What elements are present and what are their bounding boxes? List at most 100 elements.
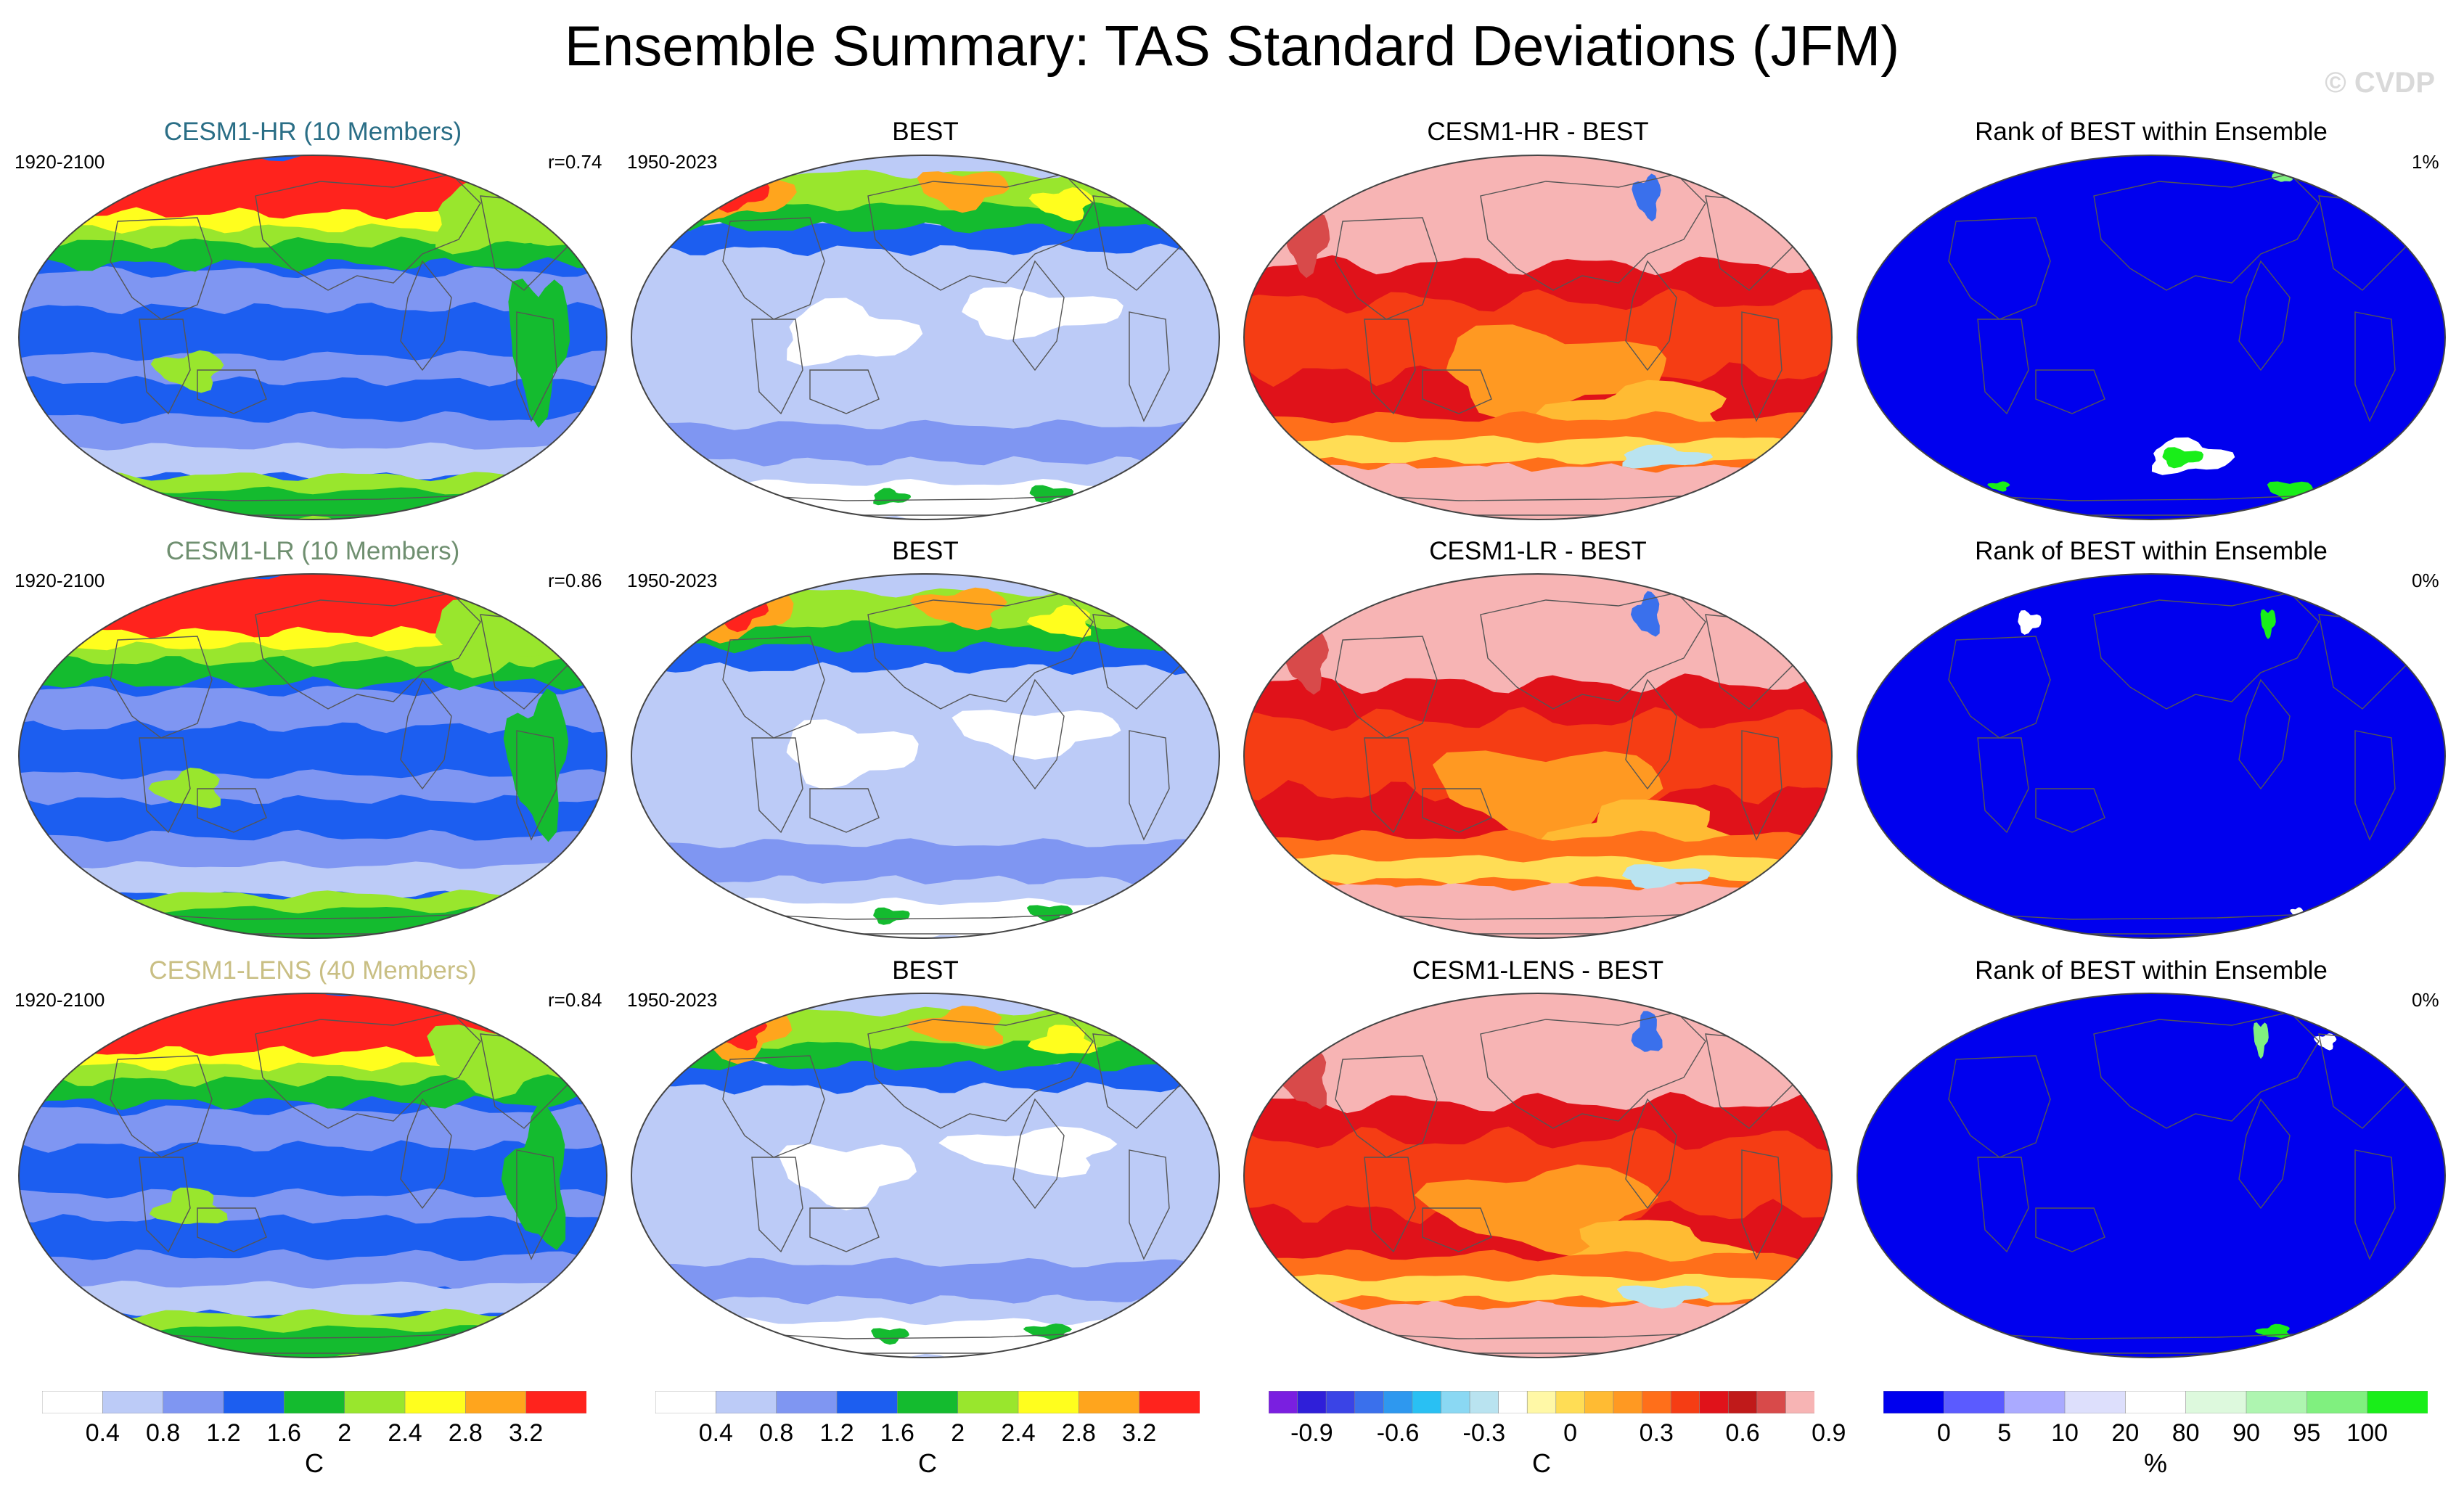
colorbar-tick-label: 0.8 (759, 1419, 794, 1447)
colorbar-tick-label: 0.3 (1639, 1419, 1674, 1447)
colorbar-swatch (1642, 1391, 1671, 1413)
colorbar-tick-label: 1.2 (819, 1419, 854, 1447)
coastline (1948, 217, 2051, 320)
coastline (722, 636, 825, 739)
colorbar-swatch (1297, 1391, 1327, 1413)
colorbar-tick-label: -0.9 (1290, 1419, 1333, 1447)
map-model-1 (17, 155, 608, 520)
colorbar-tick-label: 0 (1563, 1419, 1578, 1447)
coastline (2093, 1011, 2320, 1129)
coastline (1364, 319, 1416, 415)
coastline (1480, 173, 1706, 291)
panel-years-obs-3: 1950-2023 (627, 989, 718, 1011)
coastline (255, 1011, 481, 1129)
colorbar-tick-label: 3.2 (1122, 1419, 1157, 1447)
page-title: Ensemble Summary: TAS Standard Deviation… (564, 14, 1900, 78)
map-diff-3 (1243, 993, 1833, 1358)
map-diff-1 (1243, 155, 1833, 520)
coastline (1422, 369, 1492, 414)
colorbar-swatch (1670, 1391, 1700, 1413)
colorbar-swatch (1883, 1391, 1945, 1413)
colorbar-tick-label: 2.8 (1061, 1419, 1096, 1447)
coastline (255, 173, 481, 291)
colorbar-swatch (2307, 1391, 2368, 1413)
map-outline (1856, 573, 2447, 939)
colorbar-tick-label: 80 (2172, 1419, 2200, 1447)
colorbar-swatch (1555, 1391, 1586, 1413)
panel-correlation-2: r=0.86 (548, 570, 602, 591)
colorbar-tick-label: 0.4 (698, 1419, 733, 1447)
coastline (1422, 788, 1492, 833)
colorbar-tick-label: 90 (2232, 1419, 2260, 1447)
colorbar-rank (1883, 1391, 2428, 1413)
colorbar-tick-label: 2.8 (448, 1419, 483, 1447)
colorbar-swatch (1699, 1391, 1730, 1413)
panel-rank-percent-2: 0% (2412, 570, 2439, 591)
colorbar-unit: C (305, 1448, 324, 1478)
coastline (110, 636, 213, 739)
panel-years-model-1: 1920-2100 (15, 151, 105, 173)
coastline (1741, 1149, 1782, 1260)
colorbar-tick-label: 10 (2051, 1419, 2079, 1447)
colorbar-obs-sd (655, 1391, 1200, 1413)
coastline (197, 369, 267, 414)
panel-title-diff-2: CESM1-LR - BEST (1429, 537, 1647, 565)
coastline (1977, 1157, 2029, 1253)
coastline (110, 1055, 213, 1158)
colorbar-swatch (1269, 1391, 1298, 1413)
colorbar-swatch (1078, 1391, 1140, 1413)
colorbar-swatch (957, 1391, 1019, 1413)
colorbar-swatch (836, 1391, 899, 1413)
colorbar-unit: % (2143, 1448, 2168, 1478)
colorbar-swatch (1383, 1391, 1413, 1413)
coastline (197, 788, 267, 833)
coastline (400, 260, 452, 372)
coastline (809, 1207, 880, 1252)
colorbar-swatch (776, 1391, 838, 1413)
map-outline (630, 573, 1221, 939)
colorbar-tick-label: 2 (951, 1419, 965, 1447)
coastline (1977, 319, 2029, 415)
panel-correlation-3: r=0.84 (548, 989, 602, 1011)
coastline (1422, 1207, 1492, 1252)
coastline (1335, 217, 1438, 320)
colorbar-swatch (284, 1391, 345, 1413)
map-obs-3 (630, 993, 1221, 1358)
coastline (197, 1207, 267, 1252)
panel-years-obs-2: 1950-2023 (627, 570, 718, 591)
coastline (2238, 678, 2291, 790)
colorbar-tick-label: 2.4 (388, 1419, 422, 1447)
colorbar-swatch (1584, 1391, 1614, 1413)
map-outline (1856, 155, 2447, 520)
colorbar-tick-label: 0.6 (1725, 1419, 1760, 1447)
colorbar-swatch (1412, 1391, 1442, 1413)
coastline (1625, 1098, 1677, 1210)
colorbar-tick-label: 95 (2293, 1419, 2321, 1447)
coastline (139, 319, 191, 415)
map-obs-1 (630, 155, 1221, 520)
coastline (1129, 311, 1170, 422)
colorbar-unit: C (918, 1448, 937, 1478)
panel-title-rank-2: Rank of BEST within Ensemble (1975, 537, 2328, 565)
colorbar-swatch (404, 1391, 467, 1413)
coastline (110, 217, 213, 320)
panel-title-model-3: CESM1-LENS (40 Members) (149, 956, 477, 985)
coastline (1948, 1055, 2051, 1158)
coastline (2238, 260, 2291, 372)
colorbar-tick-label: 20 (2111, 1419, 2140, 1447)
coastline (1364, 737, 1416, 834)
colorbar-swatch (1756, 1391, 1787, 1413)
coastline (1480, 1011, 1706, 1129)
colorbar-swatch (1325, 1391, 1356, 1413)
panel-title-model-1: CESM1-HR (10 Members) (163, 118, 462, 146)
coastline (809, 369, 880, 414)
coastline (2035, 369, 2105, 414)
coastline (400, 678, 452, 790)
coastline (2354, 730, 2396, 841)
colorbar-tick-label: 0 (1936, 1419, 1951, 1447)
panel-years-model-2: 1920-2100 (15, 570, 105, 591)
colorbar-swatch (2367, 1391, 2428, 1413)
coastline (751, 1157, 803, 1253)
panel-title-rank-3: Rank of BEST within Ensemble (1975, 956, 2328, 985)
coastline (516, 311, 557, 422)
